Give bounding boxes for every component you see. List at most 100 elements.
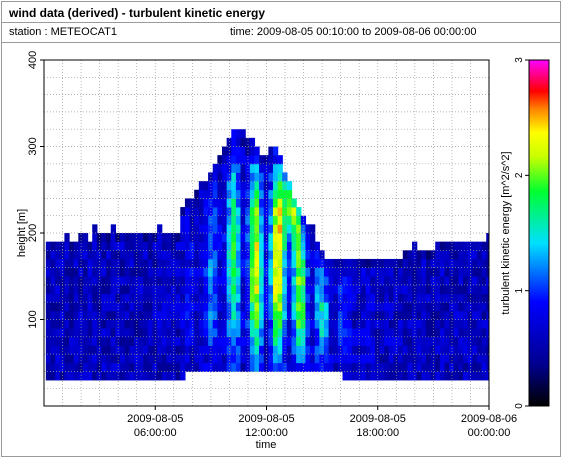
heatmap-cell (365, 371, 371, 381)
heatmap-cell (235, 328, 242, 338)
heatmap-cell (300, 276, 307, 286)
heatmap-cell (379, 310, 385, 320)
heatmap-cell (157, 371, 163, 381)
heatmap-cell (50, 258, 56, 268)
heatmap-cell (435, 293, 441, 303)
heatmap-cell (337, 345, 344, 355)
heatmap-cell (249, 310, 256, 320)
heatmap-cell (124, 284, 130, 294)
heatmap-cell (64, 293, 70, 303)
heatmap-cell (486, 371, 489, 381)
heatmap-cell (370, 302, 376, 312)
heatmap-cell (106, 362, 112, 372)
heatmap-cell (282, 328, 288, 338)
heatmap-cell (259, 155, 265, 165)
heatmap-cell (45, 345, 52, 355)
heatmap-cell (402, 310, 409, 320)
heatmap-cell (120, 250, 126, 260)
heatmap-cell (333, 336, 339, 346)
heatmap-cell (356, 336, 362, 346)
heatmap-cell (212, 345, 218, 355)
heatmap-cell (407, 276, 413, 286)
heatmap-cell (286, 362, 293, 372)
heatmap-cell (92, 302, 98, 312)
heatmap-cell (198, 233, 205, 243)
heatmap-cell (231, 198, 237, 208)
heatmap-cell (291, 207, 297, 217)
heatmap-cell (101, 354, 107, 364)
heatmap-cell (212, 215, 218, 225)
heatmap-cell (254, 354, 260, 364)
heatmap-cell (82, 233, 89, 243)
heatmap-cell (55, 276, 61, 286)
heatmap-cell (402, 267, 409, 277)
heatmap-cell (398, 284, 404, 294)
heatmap-cell (458, 319, 464, 329)
heatmap-cell (222, 155, 228, 165)
heatmap-cell (129, 371, 135, 381)
heatmap-cell (430, 336, 436, 346)
heatmap-cell (291, 345, 297, 355)
heatmap-cell (314, 276, 320, 286)
heatmap-cell (240, 250, 246, 260)
heatmap-cell (328, 354, 334, 364)
heatmap-cell (69, 284, 75, 294)
heatmap-cell (282, 293, 288, 303)
heatmap-cell (319, 284, 325, 294)
heatmap-cell (147, 310, 154, 320)
heatmap-cell (286, 241, 293, 251)
heatmap-cell (194, 293, 200, 303)
heatmap-cell (73, 284, 79, 294)
heatmap-cell (198, 319, 205, 329)
heatmap-cell (310, 362, 316, 372)
heatmap-cell (259, 172, 265, 182)
heatmap-cell (212, 328, 218, 338)
heatmap-cell (50, 371, 56, 381)
heatmap-cell (110, 293, 116, 303)
heatmap-cell (402, 362, 409, 372)
heatmap-cell (291, 267, 297, 277)
heatmap-cell (272, 207, 279, 217)
heatmap-cell (328, 276, 334, 286)
heatmap-cell (59, 293, 65, 303)
heatmap-cell (203, 276, 209, 286)
heatmap-cell (82, 345, 89, 355)
heatmap-cell (425, 293, 432, 303)
heatmap-cell (110, 258, 116, 268)
heatmap-cell (203, 233, 209, 243)
heatmap-cell (143, 310, 149, 320)
heatmap-cell (175, 310, 181, 320)
heatmap-cell (319, 293, 325, 303)
heatmap-cell (82, 293, 89, 303)
heatmap-cell (254, 181, 260, 191)
heatmap-cell (435, 362, 441, 372)
heatmap-cell (110, 336, 116, 346)
heatmap-cell (365, 354, 371, 364)
heatmap-cell (226, 293, 232, 303)
heatmap-cell (175, 362, 181, 372)
heatmap-cell (184, 258, 191, 268)
heatmap-cell (138, 310, 144, 320)
heatmap-cell (291, 250, 297, 260)
heatmap-cell (226, 267, 232, 277)
heatmap-cell (240, 345, 246, 355)
heatmap-cell (439, 328, 446, 338)
heatmap-cell (296, 284, 302, 294)
heatmap-cell (259, 345, 265, 355)
heatmap-cell (263, 328, 269, 338)
heatmap-cell (272, 198, 279, 208)
heatmap-cell (398, 276, 404, 286)
heatmap-cell (87, 258, 93, 268)
heatmap-cell (115, 345, 121, 355)
heatmap-cell (198, 336, 205, 346)
heatmap-cell (439, 319, 446, 329)
heatmap-cell (337, 267, 344, 277)
heatmap-cell (64, 310, 70, 320)
heatmap-cell (152, 336, 158, 346)
heatmap-cell (189, 215, 195, 225)
heatmap-cell (180, 250, 186, 260)
heatmap-cell (82, 362, 89, 372)
heatmap-cell (310, 276, 316, 286)
heatmap-cell (370, 319, 376, 329)
heatmap-cell (152, 362, 158, 372)
